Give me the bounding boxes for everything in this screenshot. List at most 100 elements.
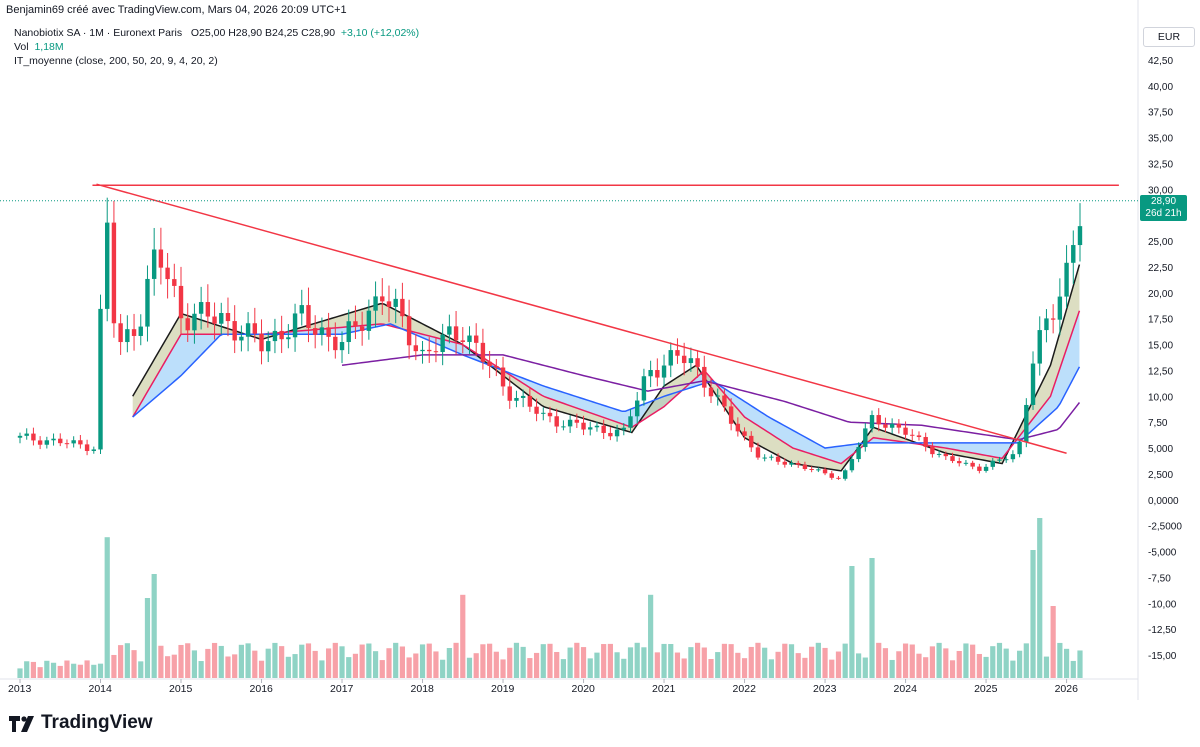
- candle-body: [554, 416, 559, 427]
- volume-bar: [963, 643, 969, 678]
- volume-bar: [386, 648, 392, 678]
- tradingview-brand[interactable]: TradingView: [9, 712, 153, 734]
- candle-body: [145, 278, 150, 327]
- volume-bar: [144, 598, 151, 678]
- volume-bar: [104, 537, 110, 678]
- change-value: +3,10 (+12,02%): [340, 27, 420, 39]
- candle-body: [708, 387, 714, 397]
- volume-bar: [560, 659, 567, 678]
- candle-body: [279, 330, 284, 340]
- volume-bar: [91, 664, 97, 678]
- candle-body: [1044, 318, 1049, 331]
- candle-body: [655, 370, 660, 378]
- volume-bar: [614, 652, 620, 678]
- vol-label: Vol: [14, 41, 29, 53]
- candle-body: [406, 316, 412, 346]
- time-axis-label: 2020: [572, 683, 596, 695]
- volume-bar: [648, 594, 654, 678]
- volume-bar: [1057, 642, 1063, 678]
- volume-bar: [305, 643, 312, 678]
- volume-bar: [902, 643, 909, 678]
- volume-bar: [627, 647, 634, 678]
- volume-bar: [118, 645, 124, 678]
- time-axis-label: 2022: [733, 683, 757, 695]
- candle-body: [829, 473, 834, 478]
- time-axis-label: 2023: [813, 683, 837, 695]
- candle-body: [433, 351, 439, 353]
- candle-body: [641, 376, 647, 401]
- candle-body: [1017, 442, 1022, 455]
- candle-body: [306, 305, 311, 329]
- candle-body: [769, 456, 774, 458]
- symbol-legend[interactable]: Nanobiotix SA · 1M · Euronext Paris O25,…: [14, 27, 419, 39]
- candle-body: [534, 406, 539, 414]
- volume-bar: [413, 653, 419, 678]
- candle-body: [943, 453, 949, 457]
- ma-fill-olive: [132, 264, 1080, 471]
- candle-body: [661, 365, 667, 378]
- candle-body: [520, 395, 526, 398]
- volume-bar: [688, 647, 694, 678]
- volume-bar: [708, 659, 714, 678]
- candle-body: [232, 321, 237, 341]
- currency-button[interactable]: EUR: [1143, 27, 1195, 47]
- candle-body: [198, 302, 204, 314]
- volume-bar: [406, 657, 412, 678]
- time-axis-label: 2013: [8, 683, 32, 695]
- candle-body: [842, 470, 848, 479]
- candle-body: [863, 428, 868, 448]
- candle-body: [1064, 262, 1069, 297]
- volume-bar: [158, 645, 164, 678]
- volume-bar: [352, 653, 359, 678]
- volume-bar: [1010, 660, 1016, 678]
- price-axis-label: 40,00: [1148, 82, 1173, 93]
- candle-body: [480, 342, 486, 362]
- candle-body: [225, 313, 231, 322]
- author-line: Benjamin69 créé avec TradingView.com, Ma…: [6, 4, 347, 16]
- volume-bar: [788, 644, 795, 678]
- vol-value: 1,18M: [34, 41, 64, 53]
- indicator-legend[interactable]: IT_moyenne (close, 200, 50, 20, 9, 4, 20…: [14, 55, 218, 67]
- candle-body: [889, 423, 895, 428]
- volume-bar: [131, 650, 137, 678]
- time-axis-label: 2017: [330, 683, 354, 695]
- candle-body: [447, 326, 452, 335]
- ohlc-values: O25,00 H28,90 B24,25 C28,90: [190, 27, 336, 39]
- candle-body: [675, 350, 680, 356]
- time-axis-label: 2024: [894, 683, 918, 695]
- time-axis-label: 2016: [250, 683, 274, 695]
- candle-body: [17, 435, 23, 438]
- candle-body: [259, 333, 264, 352]
- candle-body: [997, 459, 1002, 461]
- candle-body: [1030, 363, 1036, 405]
- volume-legend[interactable]: Vol 1,18M: [14, 41, 64, 53]
- candle-body: [118, 323, 123, 343]
- volume-bar: [889, 659, 895, 678]
- volume-bar: [654, 652, 660, 678]
- volume-bar: [225, 656, 231, 678]
- volume-bar: [252, 650, 258, 678]
- candle-body: [668, 350, 673, 366]
- volume-bar: [741, 658, 748, 678]
- candle-body: [386, 301, 392, 307]
- volume-bar: [138, 661, 144, 678]
- candle-body: [1050, 318, 1056, 320]
- volume-bar: [835, 651, 842, 678]
- volume-bar: [735, 652, 741, 678]
- volume-bar: [1017, 650, 1023, 678]
- volume-bar: [554, 651, 560, 678]
- candle-body: [205, 302, 211, 317]
- volume-bar: [755, 642, 761, 678]
- price-axis[interactable]: 42,50 40,00 37,50 35,00 32,50 30,00 25,00 22,50…: [1148, 56, 1182, 662]
- volume-bar: [393, 642, 399, 678]
- volume-bar: [970, 644, 976, 678]
- candle-body: [44, 440, 50, 445]
- time-axis[interactable]: 2013 2014 2015 2016 2017 2018 2019 2020 2021 2022…: [8, 679, 1078, 695]
- candle-body: [78, 440, 83, 445]
- candle-body: [51, 438, 56, 441]
- trendlines[interactable]: [92, 183, 1119, 454]
- candle-body: [628, 416, 633, 428]
- volume-bar: [1063, 648, 1070, 678]
- candle-body: [775, 456, 781, 462]
